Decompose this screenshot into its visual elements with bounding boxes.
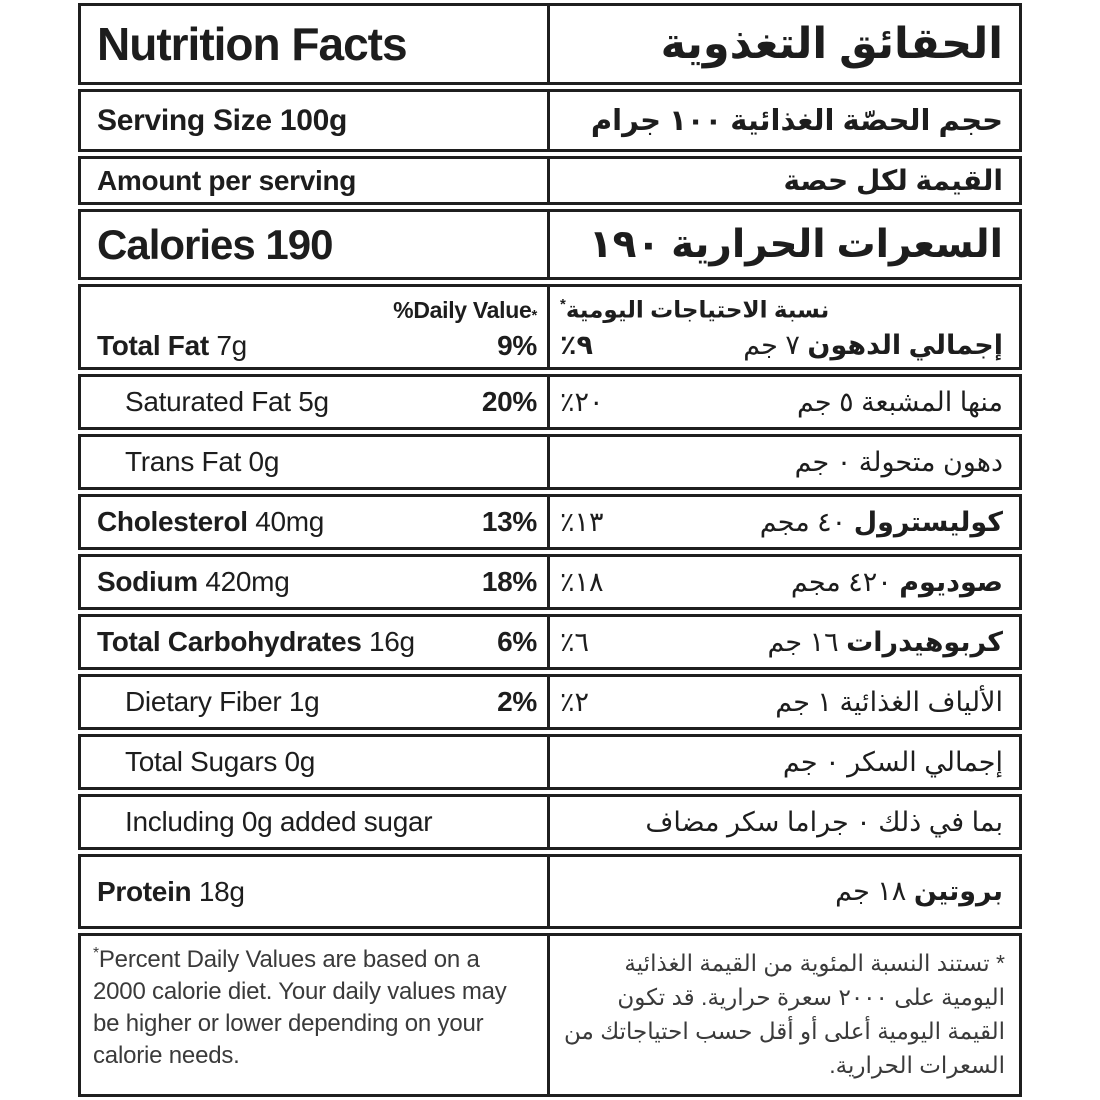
nutrient-name-ar: إجمالي السكر ٠ جم xyxy=(782,746,1003,777)
nutrient-en-cell: Total Sugars 0g xyxy=(81,737,547,787)
nutrient-name-en: Trans Fat 0g xyxy=(125,446,280,477)
title-en: Nutrition Facts xyxy=(97,18,408,70)
title-en-cell: Nutrition Facts xyxy=(81,6,547,82)
nutrient-name-ar: صوديوم ٤٢٠ مجم xyxy=(790,566,1003,597)
nutrient-name-en: Total Sugars 0g xyxy=(125,746,316,777)
nutrient-dv-en: 13% xyxy=(481,506,537,537)
row-total-sugars: Total Sugars 0g إجمالي السكر ٠ جم xyxy=(78,734,1022,790)
total-fat-dv-ar: ٪٩ xyxy=(560,330,593,360)
nutrient-dv-en: 18% xyxy=(481,566,537,597)
asterisk: * xyxy=(531,307,537,324)
amount-ar: القيمة لكل حصة xyxy=(783,165,1003,196)
nutrient-name-ar: كوليسترول ٤٠ مجم xyxy=(759,506,1003,537)
nutrient-name-en: Total Carbohydrates 16g xyxy=(97,626,415,657)
nutrient-en-cell: Sodium 420mg 18% xyxy=(81,557,547,607)
title-row: Nutrition Facts الحقائق التغذوية xyxy=(78,3,1022,85)
serving-size-row: Serving Size 100g حجم الحصّة الغذائية ١٠… xyxy=(78,89,1022,152)
title-ar-cell: الحقائق التغذوية xyxy=(547,6,1019,82)
row-cholesterol: Cholesterol 40mg 13% ٪١٣ كوليسترول ٤٠ مج… xyxy=(78,494,1022,550)
asterisk: * xyxy=(560,296,566,314)
nutrient-name-ar: الألياف الغذائية ١ جم xyxy=(775,686,1003,717)
serving-ar-cell: حجم الحصّة الغذائية ١٠٠ جرام xyxy=(547,92,1019,149)
total-fat-name-ar: إجمالي الدهون ٧ جم xyxy=(743,330,1003,360)
nutrient-en-cell: Protein 18g xyxy=(81,857,547,926)
nutrient-dv-en: 2% xyxy=(497,686,537,717)
row-trans-fat: Trans Fat 0g دهون متحولة ٠ جم xyxy=(78,434,1022,490)
daily-value-header-en: %Daily Value * xyxy=(81,287,547,324)
row-added-sugar: Including 0g added sugar بما في ذلك ٠ جر… xyxy=(78,794,1022,850)
total-fat-line-en: Total Fat 7g 9% xyxy=(81,324,547,367)
calories-ar-cell: السعرات الحرارية ١٩٠ xyxy=(547,212,1019,277)
amount-en: Amount per serving xyxy=(97,164,357,196)
nutrient-ar-cell: ٪٢ الألياف الغذائية ١ جم xyxy=(547,677,1019,727)
footnote-ar-cell: * تستند النسبة المئوية من القيمة الغذائي… xyxy=(547,936,1019,1094)
serving-en-cell: Serving Size 100g xyxy=(81,92,547,149)
nutrient-dv-en: 6% xyxy=(497,626,537,657)
nutrient-en-cell: Dietary Fiber 1g 2% xyxy=(81,677,547,727)
daily-value-label-ar: نسبة الاحتياجات اليومية xyxy=(565,297,830,323)
nutrient-name-en: Sodium 420mg xyxy=(97,566,290,597)
row-saturated-fat: Saturated Fat 5g 20% ٪٢٠ منها المشبعة ٥ … xyxy=(78,374,1022,430)
row-total-carbohydrates: Total Carbohydrates 16g 6% ٪٦ كربوهيدرات… xyxy=(78,614,1022,670)
nutrient-en-cell: Trans Fat 0g xyxy=(81,437,547,487)
nutrient-dv-en: 20% xyxy=(481,386,537,417)
row-sodium: Sodium 420mg 18% ٪١٨ صوديوم ٤٢٠ مجم xyxy=(78,554,1022,610)
daily-value-header-ar: نسبة الاحتياجات اليومية* xyxy=(550,287,1019,324)
dv-en-cell: %Daily Value * Total Fat 7g 9% xyxy=(81,287,547,367)
nutrient-en-cell: Cholesterol 40mg 13% xyxy=(81,497,547,547)
nutrient-en-cell: Including 0g added sugar xyxy=(81,797,547,847)
nutrient-name-ar: دهون متحولة ٠ جم xyxy=(794,446,1003,477)
nutrient-name-en: Protein 18g xyxy=(97,875,245,907)
asterisk: * xyxy=(93,945,99,962)
nutrient-ar-cell: ٪٦ كربوهيدرات ١٦ جم xyxy=(547,617,1019,667)
nutrient-dv-ar: ٪١٨ xyxy=(560,566,604,597)
row-protein: Protein 18g بروتين ١٨ جم xyxy=(78,854,1022,929)
nutrient-name-ar: منها المشبعة ٥ جم xyxy=(796,386,1003,417)
serving-en: Serving Size 100g xyxy=(97,103,348,137)
calories-row: Calories 190 السعرات الحرارية ١٩٠ xyxy=(78,209,1022,280)
nutrient-ar-cell: ٪٢٠ منها المشبعة ٥ جم xyxy=(547,377,1019,427)
nutrient-ar-cell: دهون متحولة ٠ جم xyxy=(547,437,1019,487)
nutrient-name-en: Including 0g added sugar xyxy=(125,806,433,837)
nutrient-dv-ar: ٪٢ xyxy=(560,686,590,717)
nutrient-name-en: Cholesterol 40mg xyxy=(97,506,325,537)
footnote-en-cell: *Percent Daily Values are based on a 200… xyxy=(81,936,547,1094)
nutrient-dv-ar: ٪٢٠ xyxy=(560,386,604,417)
nutrient-name-ar: كربوهيدرات ١٦ جم xyxy=(767,626,1003,657)
total-fat-dv-en: 9% xyxy=(497,329,537,361)
amount-en-cell: Amount per serving xyxy=(81,159,547,202)
title-ar: الحقائق التغذوية xyxy=(660,20,1003,68)
nutrient-ar-cell: بروتين ١٨ جم xyxy=(547,857,1019,926)
daily-value-total-fat-row: %Daily Value * Total Fat 7g 9% نسبة الاحت… xyxy=(78,284,1022,370)
nutrient-dv-ar: ٪١٣ xyxy=(560,506,604,537)
nutrient-en-cell: Saturated Fat 5g 20% xyxy=(81,377,547,427)
footnote-ar: * تستند النسبة المئوية من القيمة الغذائي… xyxy=(564,950,1005,1079)
total-fat-line-ar: ٪٩ إجمالي الدهون ٧ جم xyxy=(550,324,1019,367)
footnote-en: *Percent Daily Values are based on a 200… xyxy=(93,945,507,1069)
nutrient-name-ar: بما في ذلك ٠ جراما سكر مضاف xyxy=(645,806,1003,837)
calories-ar: السعرات الحرارية ١٩٠ xyxy=(588,223,1003,266)
total-fat-name-en: Total Fat 7g xyxy=(97,329,247,361)
nutrient-dv-ar: ٪٦ xyxy=(560,626,590,657)
nutrient-ar-cell: ٪١٨ صوديوم ٤٢٠ مجم xyxy=(547,557,1019,607)
nutrient-ar-cell: ٪١٣ كوليسترول ٤٠ مجم xyxy=(547,497,1019,547)
row-dietary-fiber: Dietary Fiber 1g 2% ٪٢ الألياف الغذائية … xyxy=(78,674,1022,730)
daily-value-label-en: %Daily Value xyxy=(393,297,532,323)
nutrient-name-en: Dietary Fiber 1g xyxy=(125,686,320,717)
nutrient-ar-cell: إجمالي السكر ٠ جم xyxy=(547,737,1019,787)
amount-per-serving-row: Amount per serving القيمة لكل حصة xyxy=(78,156,1022,205)
footnote-row: *Percent Daily Values are based on a 200… xyxy=(78,933,1022,1097)
amount-ar-cell: القيمة لكل حصة xyxy=(547,159,1019,202)
dv-ar-cell: نسبة الاحتياجات اليومية* ٪٩ إجمالي الدهو… xyxy=(547,287,1019,367)
nutrient-en-cell: Total Carbohydrates 16g 6% xyxy=(81,617,547,667)
nutrient-name-ar: بروتين ١٨ جم xyxy=(835,876,1003,906)
serving-ar: حجم الحصّة الغذائية ١٠٠ جرام xyxy=(590,105,1003,137)
nutrient-name-en: Saturated Fat 5g xyxy=(125,386,329,417)
nutrition-facts-label: Nutrition Facts الحقائق التغذوية Serving… xyxy=(78,3,1022,1097)
calories-en: Calories 190 xyxy=(97,220,333,268)
calories-en-cell: Calories 190 xyxy=(81,212,547,277)
nutrient-ar-cell: بما في ذلك ٠ جراما سكر مضاف xyxy=(547,797,1019,847)
